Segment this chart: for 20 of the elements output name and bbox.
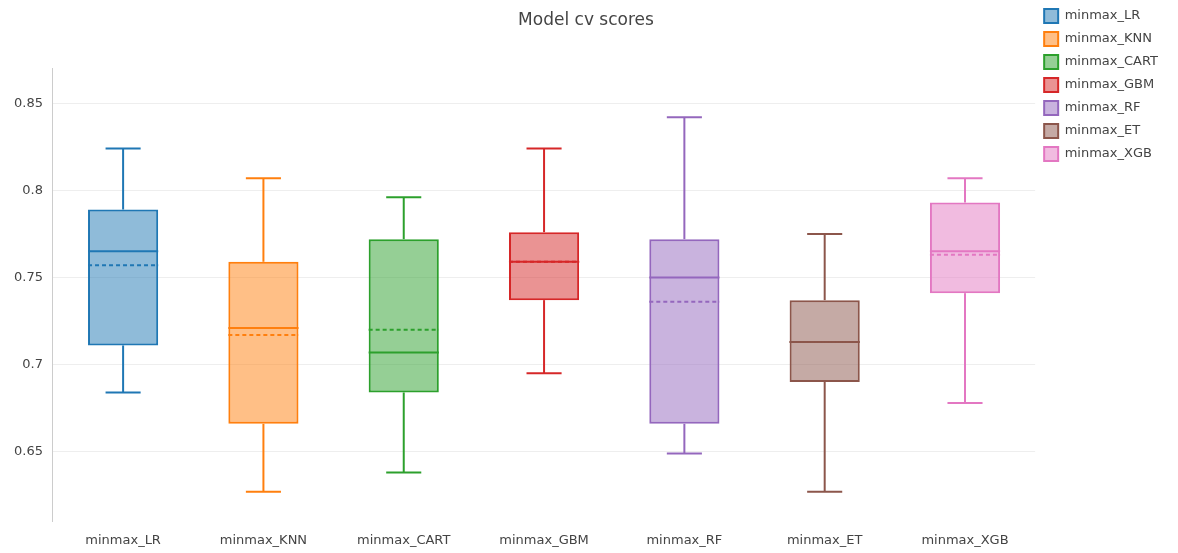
- legend-label: minmax_LR: [1064, 7, 1141, 23]
- y-tick-label: 0.65: [13, 443, 43, 459]
- x-tick-label: minmax_XGB: [921, 531, 1009, 547]
- y-tick-label: 0.85: [13, 94, 43, 110]
- legend-label: minmax_KNN: [1064, 30, 1152, 46]
- legend-label: minmax_CART: [1064, 53, 1159, 69]
- y-tick-label: 0.7: [22, 355, 43, 371]
- chart-title: Model cv scores: [518, 8, 655, 29]
- legend-label: minmax_RF: [1064, 99, 1141, 115]
- x-tick-label: minmax_RF: [646, 531, 723, 547]
- legend-label: minmax_ET: [1064, 122, 1141, 138]
- legend-label: minmax_GBM: [1064, 76, 1155, 92]
- x-tick-label: minmax_GBM: [499, 531, 589, 547]
- y-tick-label: 0.8: [22, 181, 43, 197]
- x-tick-label: minmax_CART: [357, 531, 451, 547]
- x-tick-label: minmax_LR: [85, 531, 161, 547]
- x-tick-label: minmax_ET: [786, 531, 863, 547]
- y-tick-label: 0.75: [13, 268, 43, 284]
- x-tick-label: minmax_KNN: [219, 531, 308, 547]
- legend-label: minmax_XGB: [1064, 145, 1152, 161]
